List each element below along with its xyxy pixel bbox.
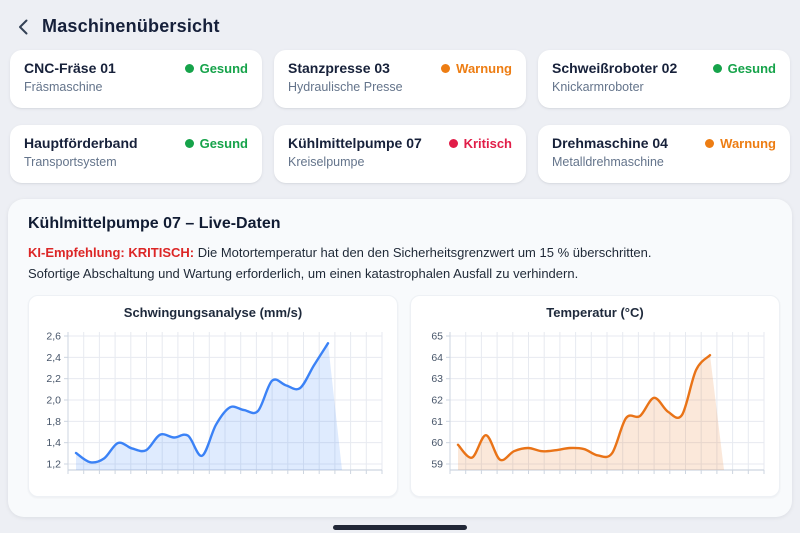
machine-card-cnc-fraese-01[interactable]: CNC-Fräse 01 Gesund Fräsmaschine bbox=[10, 50, 262, 108]
status-badge: Warnung bbox=[705, 136, 776, 151]
machine-name: Kühlmittelpumpe 07 bbox=[288, 135, 422, 151]
status-dot-icon bbox=[712, 63, 722, 73]
vibration-chart: 2,6 2,4 2,2 2,0 1,8 1,4 1,2 bbox=[46, 330, 383, 474]
machine-type: Metalldrehmaschine bbox=[552, 155, 664, 169]
svg-text:1,8: 1,8 bbox=[46, 415, 61, 427]
machine-name: Drehmaschine 04 bbox=[552, 135, 668, 151]
ai-recommendation-line2: Sofortige Abschaltung und Wartung erford… bbox=[28, 265, 579, 281]
back-chevron-icon[interactable] bbox=[14, 18, 32, 36]
svg-text:62: 62 bbox=[431, 394, 443, 406]
machine-name: Stanzpresse 03 bbox=[288, 60, 390, 76]
machine-type: Kreiselpumpe bbox=[288, 155, 365, 169]
machine-name: Schweißroboter 02 bbox=[552, 60, 678, 76]
temperature-chart-card: Temperatur (°C) 65 64 63 62 61 60 59 bbox=[410, 294, 780, 497]
machine-name: CNC-Fräse 01 bbox=[24, 60, 116, 76]
ai-recommendation-label: KI-Empfehlung: KRITISCH: bbox=[28, 245, 195, 260]
ai-recommendation: KI-Empfehlung: KRITISCH: Die Motortemper… bbox=[28, 243, 772, 285]
charts-row: Schwingungsanalyse (mm/s) 2,6 2,4 2,2 2,0 1,… bbox=[28, 294, 780, 497]
svg-text:2,0: 2,0 bbox=[46, 394, 61, 406]
svg-text:63: 63 bbox=[431, 373, 443, 385]
machine-cards-grid: CNC-Fräse 01 Gesund Fräsmaschine Stanzpr… bbox=[10, 50, 790, 183]
svg-text:2,4: 2,4 bbox=[46, 351, 61, 363]
status-dot-icon bbox=[705, 138, 715, 148]
machine-card-drehmaschine-04[interactable]: Drehmaschine 04 Warnung Metalldrehmaschi… bbox=[538, 125, 790, 183]
status-dot-icon bbox=[441, 63, 451, 73]
status-badge: Gesund bbox=[712, 60, 776, 76]
status-label: Kritisch bbox=[463, 135, 512, 151]
status-label: Warnung bbox=[720, 135, 776, 151]
svg-text:1,4: 1,4 bbox=[46, 437, 61, 449]
panel-title: Kühlmittelpumpe 07 – Live-Daten bbox=[28, 215, 281, 232]
svg-text:61: 61 bbox=[431, 415, 443, 427]
temperature-chart-title: Temperatur (°C) bbox=[546, 304, 644, 320]
svg-text:2,6: 2,6 bbox=[46, 330, 61, 342]
machine-card-hauptfoerderband[interactable]: Hauptförderband Gesund Transportsystem bbox=[10, 125, 262, 183]
machine-type: Transportsystem bbox=[24, 155, 117, 169]
machine-type: Fräsmaschine bbox=[24, 80, 103, 94]
machine-card-kuehlmittelpumpe-07[interactable]: Kühlmittelpumpe 07 Kritisch Kreiselpumpe bbox=[274, 125, 526, 183]
svg-text:60: 60 bbox=[431, 437, 443, 449]
svg-text:1,2: 1,2 bbox=[46, 458, 61, 470]
status-dot-icon bbox=[184, 138, 194, 148]
vibration-chart-title: Schwingungsanalyse (mm/s) bbox=[123, 304, 303, 320]
status-badge: Gesund bbox=[184, 135, 248, 151]
status-label: Warnung bbox=[456, 60, 512, 76]
page-title: Maschinenübersicht bbox=[42, 16, 220, 36]
status-label: Gesund bbox=[199, 135, 248, 151]
status-dot-icon bbox=[448, 138, 458, 148]
machine-type: Hydraulische Presse bbox=[288, 80, 403, 94]
machine-card-schweissroboter-02[interactable]: Schweißroboter 02 Gesund Knickarmroboter bbox=[538, 50, 790, 108]
machine-type: Knickarmroboter bbox=[552, 80, 644, 94]
svg-text:64: 64 bbox=[431, 351, 443, 363]
ai-recommendation-line1: Die Motortemperatur hat den den Sicherhe… bbox=[197, 245, 652, 260]
svg-text:65: 65 bbox=[431, 330, 443, 342]
svg-text:59: 59 bbox=[431, 458, 443, 470]
home-indicator-bar[interactable] bbox=[333, 525, 467, 530]
machine-name: Hauptförderband bbox=[24, 135, 138, 151]
status-label: Gesund bbox=[199, 60, 248, 76]
vibration-chart-card: Schwingungsanalyse (mm/s) 2,6 2,4 2,2 2,0 1,… bbox=[28, 294, 398, 497]
status-badge: Warnung bbox=[441, 61, 512, 76]
machine-card-stanzpresse-03[interactable]: Stanzpresse 03 Warnung Hydraulische Pres… bbox=[274, 50, 526, 108]
status-label: Gesund bbox=[727, 60, 776, 76]
status-badge: Kritisch bbox=[448, 135, 512, 151]
svg-text:2,2: 2,2 bbox=[46, 373, 61, 385]
status-dot-icon bbox=[184, 63, 194, 73]
app-header: Maschinenübersicht bbox=[0, 0, 800, 37]
temperature-chart: 65 64 63 62 61 60 59 bbox=[431, 330, 765, 474]
live-data-panel: Kühlmittelpumpe 07 – Live-Daten KI-Empfe… bbox=[8, 199, 792, 517]
status-badge: Gesund bbox=[184, 60, 248, 76]
